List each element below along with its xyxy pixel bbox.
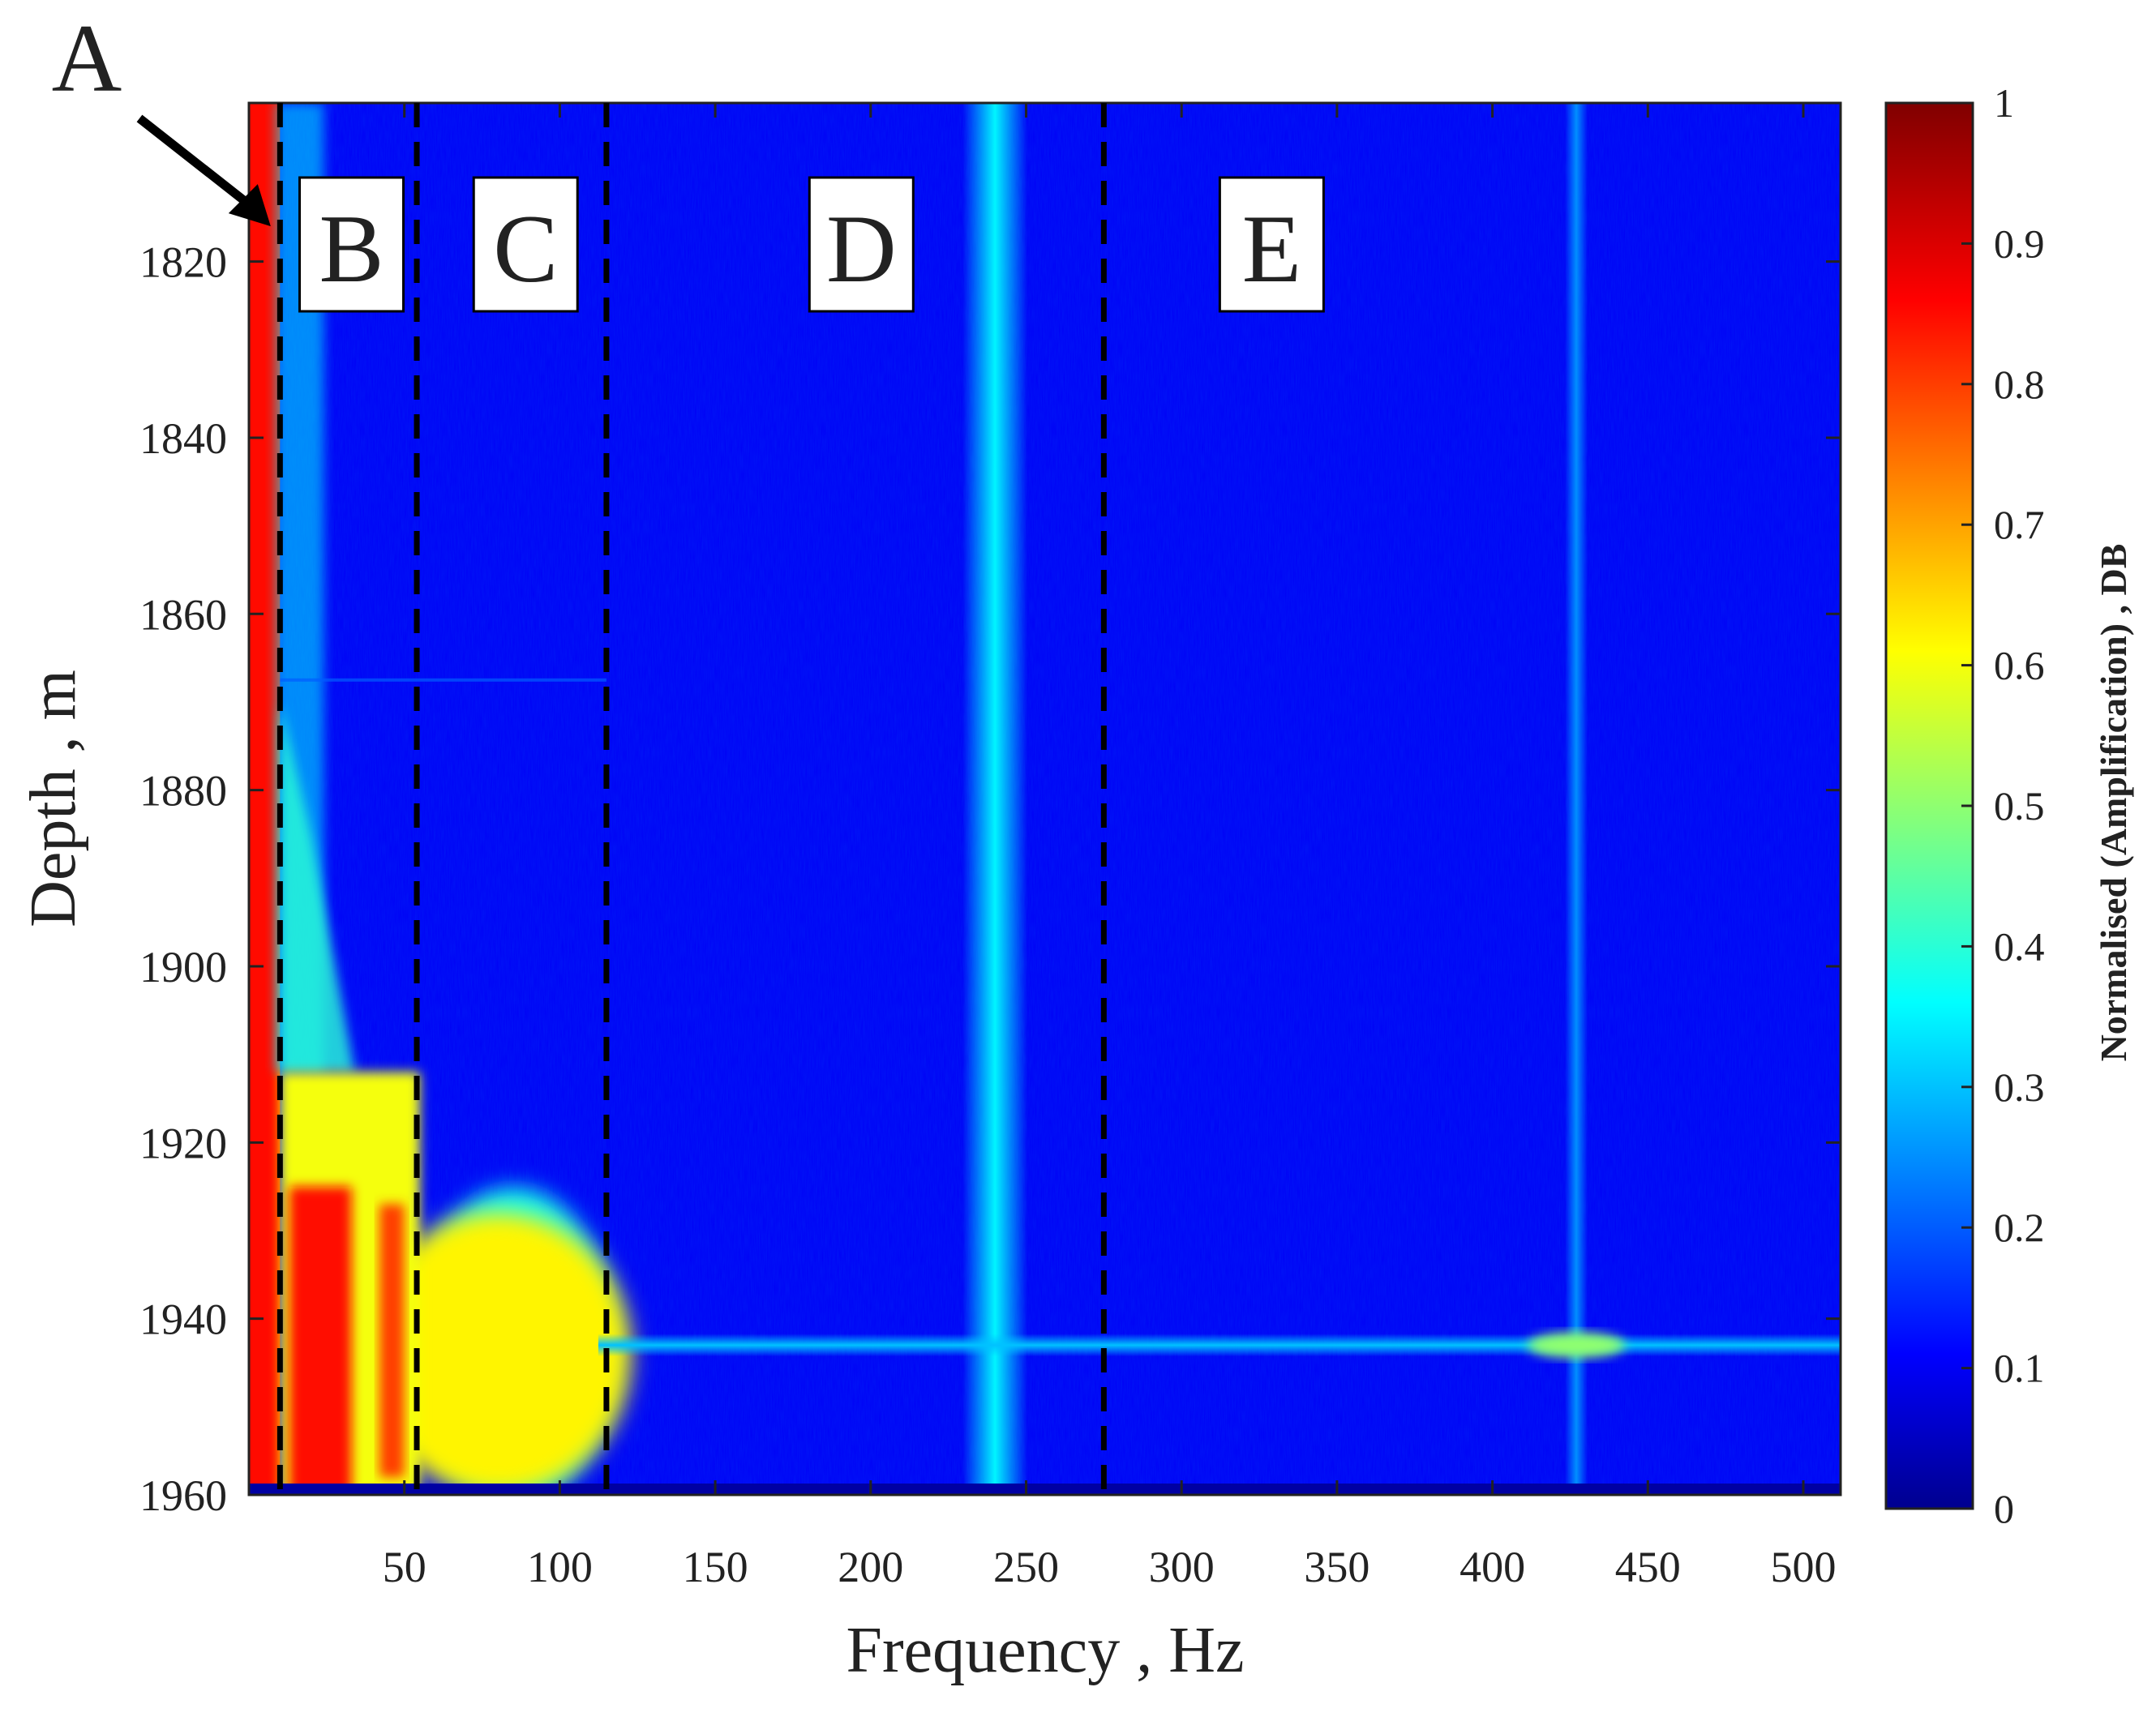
region-label-box xyxy=(1218,176,1325,313)
heatmap-area xyxy=(249,103,1841,1495)
x-tick-label: 300 xyxy=(1149,1543,1215,1591)
colorbar-tick-label: 0.9 xyxy=(1994,221,2045,266)
region-label-text: C xyxy=(493,195,558,302)
region-labels: B C D E xyxy=(298,176,1325,313)
region-label-text: E xyxy=(1242,195,1301,302)
region-label-d: D xyxy=(808,176,915,313)
y-tick-label: 1960 xyxy=(139,1471,227,1520)
feature-streak-240hz xyxy=(962,103,1028,1495)
colorbar-title: Normalised (Amplification) , DB xyxy=(2093,544,2134,1062)
feature-transition-core xyxy=(363,1213,632,1495)
annotation-label: A xyxy=(52,4,122,112)
x-axis: 50 100 150 200 250 300 350 400 450 500 xyxy=(383,103,1836,1591)
y-tick-label: 1860 xyxy=(139,590,227,639)
colorbar-tick-label: 1 xyxy=(1994,80,2014,126)
feature-faint-line xyxy=(280,678,607,682)
x-tick-label: 400 xyxy=(1459,1543,1525,1591)
colorbar-tick-label: 0.7 xyxy=(1994,502,2045,547)
x-tick-label: 150 xyxy=(683,1543,748,1591)
region-label-e: E xyxy=(1218,176,1325,313)
y-axis: 1820 1840 1860 1880 1900 1920 1940 1960 xyxy=(139,238,1841,1520)
feature-mid-frequency-blob xyxy=(289,1186,352,1495)
colorbar: 0 0.1 0.2 0.3 0.4 0.5 0.6 0.7 0.8 0.9 1 Normalised… xyxy=(1884,80,2134,1531)
annotation-a: A xyxy=(52,4,271,227)
colorbar-gradient xyxy=(1886,103,1973,1509)
colorbar-tick-label: 0.2 xyxy=(1994,1205,2045,1250)
feature-streak-427hz xyxy=(1565,103,1588,1495)
x-tick-label: 250 xyxy=(993,1543,1059,1591)
x-tick-label: 200 xyxy=(838,1543,903,1591)
y-tick-label: 1820 xyxy=(139,238,227,287)
plot-frame xyxy=(247,101,1842,1496)
feature-low-frequency-band xyxy=(249,103,281,1495)
region-label-box xyxy=(472,176,579,313)
feature-bottom-strip xyxy=(249,1484,1841,1495)
region-label-text: B xyxy=(319,195,384,302)
y-axis-title: Depth , m xyxy=(18,670,89,927)
feature-horizontal-event xyxy=(598,1334,1841,1357)
colorbar-tick-label: 0.1 xyxy=(1994,1346,2045,1391)
colorbar-tick-label: 0.3 xyxy=(1994,1064,2045,1110)
colorbar-tick-label: 0.8 xyxy=(1994,362,2045,407)
y-tick-label: 1920 xyxy=(139,1119,227,1167)
colorbar-tick-label: 0 xyxy=(1994,1486,2014,1531)
feature-mid-frequency-peak xyxy=(379,1204,405,1478)
region-label-text: D xyxy=(826,195,897,302)
colorbar-tick-label: 0.6 xyxy=(1994,643,2045,688)
y-tick-label: 1900 xyxy=(139,943,227,991)
feature-cyan-wedge xyxy=(280,701,355,1073)
annotation-arrow-shaft xyxy=(136,114,251,208)
x-tick-label: 450 xyxy=(1615,1543,1681,1591)
region-label-box xyxy=(808,176,915,313)
region-label-box xyxy=(298,176,405,313)
region-label-b: B xyxy=(298,176,405,313)
colorbar-tick-label: 0.5 xyxy=(1994,783,2045,829)
feature-hot-spot xyxy=(1528,1332,1626,1359)
colorbar-tick-label: 0.4 xyxy=(1994,923,2045,969)
x-tick-label: 100 xyxy=(527,1543,593,1591)
x-axis-title: Frequency , Hz xyxy=(847,1615,1245,1686)
annotations: A xyxy=(52,4,271,227)
y-tick-label: 1880 xyxy=(139,767,227,816)
x-tick-label: 500 xyxy=(1770,1543,1836,1591)
x-tick-label: 50 xyxy=(383,1543,426,1591)
y-tick-label: 1940 xyxy=(139,1295,227,1344)
y-tick-label: 1840 xyxy=(139,414,227,463)
region-label-c: C xyxy=(472,176,579,313)
colorbar-ticks: 0 0.1 0.2 0.3 0.4 0.5 0.6 0.7 0.8 0.9 1 xyxy=(1961,80,2045,1531)
annotation-arrow-head xyxy=(228,184,271,227)
x-tick-label: 350 xyxy=(1304,1543,1369,1591)
